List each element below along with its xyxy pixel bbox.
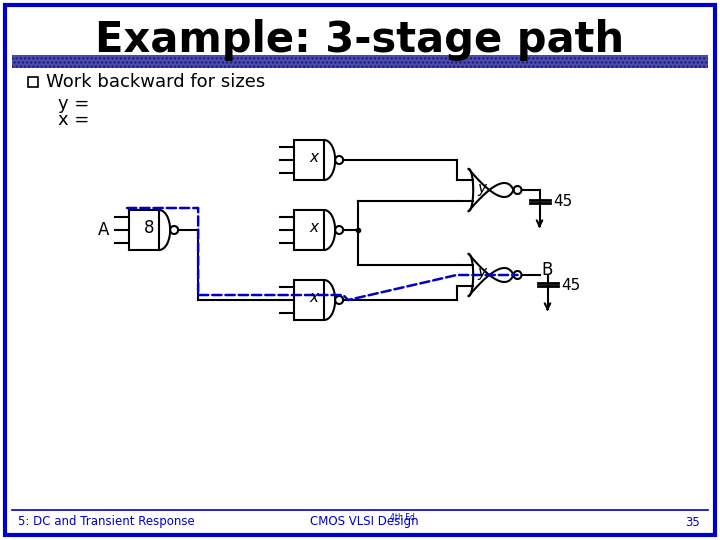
FancyBboxPatch shape bbox=[5, 5, 715, 535]
Text: 35: 35 bbox=[685, 516, 700, 529]
Text: x =: x = bbox=[58, 111, 89, 129]
Text: x: x bbox=[310, 220, 318, 235]
Text: A: A bbox=[98, 221, 109, 239]
Text: 5: DC and Transient Response: 5: DC and Transient Response bbox=[18, 516, 194, 529]
Circle shape bbox=[170, 226, 178, 234]
Bar bbox=[294, 280, 324, 320]
Text: y: y bbox=[477, 266, 487, 280]
Text: x: x bbox=[310, 291, 318, 306]
Bar bbox=[28, 77, 38, 87]
Text: 45: 45 bbox=[554, 194, 573, 210]
Text: y =: y = bbox=[58, 95, 89, 113]
Text: Example: 3-stage path: Example: 3-stage path bbox=[96, 19, 624, 61]
Text: CMOS VLSI Design: CMOS VLSI Design bbox=[310, 516, 418, 529]
Text: 4th Ed.: 4th Ed. bbox=[390, 514, 418, 523]
Bar bbox=[12, 55, 708, 68]
Text: y: y bbox=[477, 180, 487, 195]
Circle shape bbox=[335, 156, 343, 164]
Bar bbox=[129, 210, 159, 250]
Text: 8: 8 bbox=[144, 219, 154, 237]
Text: Work backward for sizes: Work backward for sizes bbox=[46, 73, 265, 91]
Text: x: x bbox=[310, 151, 318, 165]
Circle shape bbox=[513, 186, 521, 194]
Bar bbox=[294, 210, 324, 250]
Circle shape bbox=[513, 271, 521, 279]
Text: B: B bbox=[541, 261, 553, 279]
Circle shape bbox=[335, 226, 343, 234]
Bar bbox=[294, 140, 324, 180]
Text: 45: 45 bbox=[562, 278, 581, 293]
Circle shape bbox=[335, 296, 343, 304]
